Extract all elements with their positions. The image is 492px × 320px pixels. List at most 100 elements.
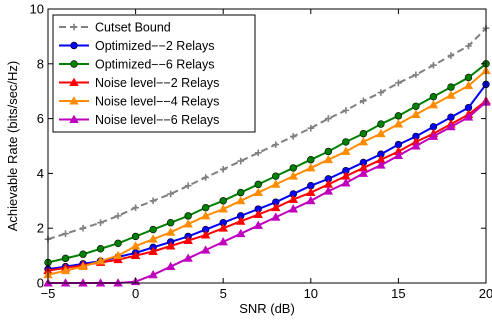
data-point <box>377 120 385 128</box>
data-point <box>130 241 141 250</box>
legend-label: Noise level−−2 Relays <box>95 76 219 90</box>
x-tick-label: 15 <box>391 286 405 301</box>
data-point <box>237 188 245 197</box>
data-point <box>306 195 316 205</box>
data-point <box>202 174 209 181</box>
data-point <box>113 254 123 264</box>
data-point <box>113 250 123 260</box>
data-point <box>341 178 351 187</box>
data-point <box>429 92 438 101</box>
data-point <box>306 163 316 172</box>
data-point <box>200 211 211 220</box>
data-point <box>412 71 420 79</box>
data-point <box>306 187 316 197</box>
data-point <box>183 253 193 262</box>
data-point <box>253 209 263 218</box>
data-point <box>342 107 350 114</box>
data-point <box>254 180 262 189</box>
y-tick-label: 4 <box>37 166 44 181</box>
data-point <box>132 204 139 211</box>
data-point <box>148 234 158 243</box>
data-point <box>61 254 70 263</box>
legend-label: Optimized−−6 Relays <box>95 58 215 72</box>
data-point <box>165 261 176 271</box>
data-point <box>377 89 385 96</box>
data-point <box>411 109 421 118</box>
data-point <box>79 250 87 258</box>
data-point <box>289 164 297 172</box>
series-layer <box>43 24 491 287</box>
legend-marker <box>70 23 78 31</box>
x-tick-label: 5 <box>220 286 227 301</box>
data-point <box>395 79 402 87</box>
data-point <box>201 203 210 212</box>
data-point <box>130 250 141 260</box>
series-3 <box>44 60 490 267</box>
data-point <box>446 90 456 99</box>
y-tick-label: 10 <box>30 2 44 17</box>
plot-frame <box>47 8 487 284</box>
data-point <box>166 219 175 227</box>
data-point <box>149 197 157 205</box>
legend-marker <box>69 77 79 86</box>
legend-marker <box>70 60 78 68</box>
data-point <box>271 212 281 221</box>
data-point <box>165 241 176 250</box>
data-point <box>271 202 281 212</box>
data-point <box>148 246 158 255</box>
legend-item: Cutset Bound <box>59 21 171 35</box>
data-point <box>341 146 351 155</box>
data-point <box>393 150 404 160</box>
data-point <box>463 80 474 90</box>
data-point <box>272 172 280 180</box>
data-point <box>430 61 437 69</box>
y-axis-label: Achievable Rate (bits/sec/Hz) <box>5 61 20 232</box>
legend-item: Noise level−−4 Relays <box>59 95 219 109</box>
data-point <box>183 219 193 228</box>
data-point <box>218 237 228 246</box>
data-point <box>60 265 71 275</box>
data-point <box>218 223 228 232</box>
y-tick-label: 8 <box>37 56 44 71</box>
data-point <box>219 165 227 173</box>
data-point <box>358 137 369 146</box>
data-point <box>342 138 350 146</box>
data-point <box>78 261 88 271</box>
data-point <box>253 220 263 229</box>
data-point <box>184 212 192 220</box>
data-point <box>236 228 246 238</box>
data-point <box>218 204 228 213</box>
legend-item: Noise level−−6 Relays <box>59 113 219 127</box>
data-point <box>97 219 104 227</box>
data-point <box>447 52 455 59</box>
data-point <box>289 133 297 140</box>
data-point <box>183 235 193 244</box>
data-point <box>307 124 315 132</box>
data-point <box>79 224 87 232</box>
y-tick-label: 2 <box>37 221 44 236</box>
data-point <box>412 102 420 110</box>
data-point <box>324 147 333 156</box>
data-point <box>236 195 246 205</box>
y-tick-label: 0 <box>37 276 44 291</box>
data-point <box>200 230 211 239</box>
data-point <box>465 42 472 50</box>
data-point <box>288 204 298 213</box>
data-point <box>237 157 245 165</box>
legend-item: Noise level−−2 Relays <box>59 76 219 90</box>
data-point <box>148 269 158 279</box>
legend-marker <box>70 41 78 50</box>
data-point <box>271 179 281 188</box>
data-point <box>78 278 88 287</box>
data-point <box>428 100 439 109</box>
y-tick-label: 6 <box>37 111 44 126</box>
legend-label: Optimized−−2 Relays <box>95 39 215 53</box>
data-point <box>288 171 298 180</box>
data-point <box>411 141 421 150</box>
data-point <box>325 115 332 122</box>
data-point <box>428 131 439 140</box>
legend-marker <box>69 114 79 123</box>
data-point <box>149 225 157 234</box>
series-line <box>47 27 487 241</box>
